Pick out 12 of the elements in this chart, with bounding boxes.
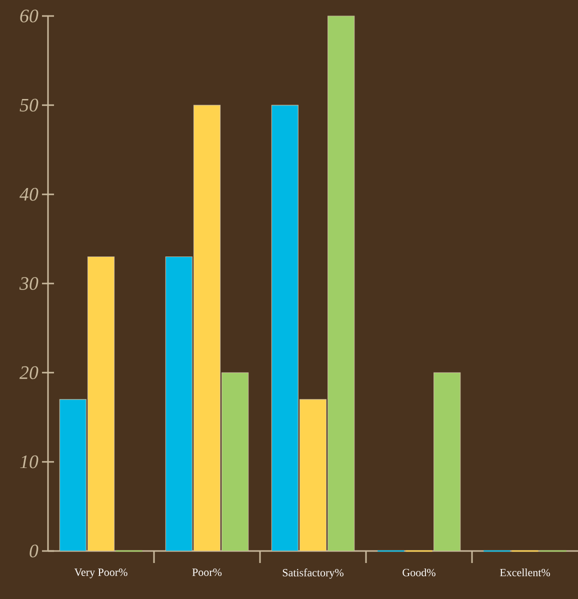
y-tick-label: 10 — [20, 455, 38, 468]
y-tick-label: 60 — [20, 10, 38, 22]
x-tick-label: Good% — [402, 568, 436, 576]
y-tick-label: 50 — [20, 98, 38, 112]
x-tick-label: Satisfactory% — [282, 568, 344, 579]
x-tick-label: Excellent% — [500, 568, 550, 576]
y-tick-label: 0 — [30, 544, 38, 558]
x-tick-label: Poor% — [192, 568, 222, 576]
y-tick-label: 20 — [19, 366, 38, 380]
y-tick-label: 30 — [19, 277, 38, 290]
y-tick-label: 40 — [20, 188, 38, 201]
x-tick-label: Very Poor% — [74, 568, 128, 578]
